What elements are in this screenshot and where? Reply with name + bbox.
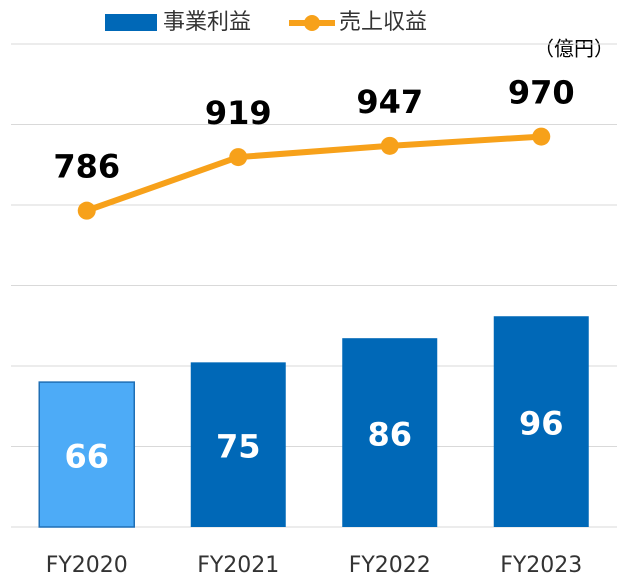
data-label: 970 — [508, 74, 575, 112]
data-label: 66 — [64, 438, 109, 476]
x-tick-label: FY2021 — [197, 553, 279, 578]
line-marker — [229, 148, 248, 167]
bar — [38, 381, 135, 528]
x-tick-label: FY2022 — [349, 553, 431, 578]
data-label: 947 — [356, 83, 423, 121]
legend-swatch — [105, 14, 157, 31]
legend-label: 事業利益 — [163, 10, 251, 35]
line-marker — [532, 127, 551, 146]
legend-label: 売上収益 — [339, 10, 427, 35]
data-label: 786 — [53, 148, 120, 186]
x-tick-label: FY2023 — [500, 553, 582, 578]
data-label: 86 — [367, 416, 412, 454]
data-label: 96 — [519, 405, 564, 443]
data-label: 919 — [205, 94, 272, 132]
line-marker — [380, 136, 399, 155]
bar — [342, 338, 438, 527]
bar — [190, 362, 286, 527]
line — [85, 133, 542, 214]
line-marker — [77, 201, 96, 220]
unit-label: （億円） — [534, 37, 614, 61]
data-label: 75 — [216, 428, 261, 466]
bar — [493, 316, 589, 527]
x-tick-label: FY2020 — [46, 553, 128, 578]
legend-marker — [304, 15, 320, 31]
